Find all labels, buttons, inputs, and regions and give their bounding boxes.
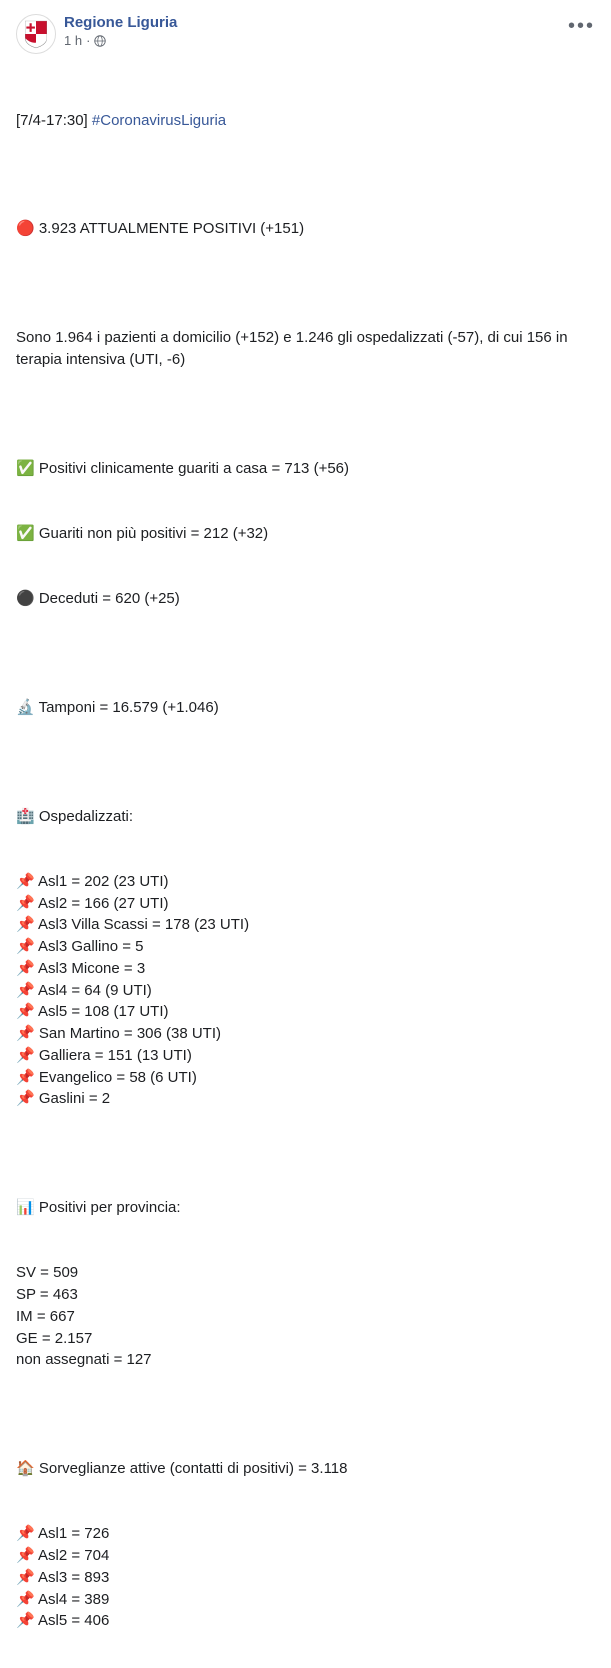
hospitalized-item: 📌 Gaslini = 2 — [16, 1088, 595, 1110]
timestamp-tag: [7/4-17:30] — [16, 112, 92, 129]
province-list: SV = 509SP = 463IM = 667GE = 2.157non as… — [16, 1262, 595, 1371]
hospitalized-item: 📌 Asl3 Micone = 3 — [16, 958, 595, 980]
liguria-shield-icon — [23, 19, 49, 49]
post-time[interactable]: 1 h — [64, 32, 82, 51]
surveillance-header: 🏠 Sorveglianze attive (contatti di posit… — [16, 1458, 595, 1480]
post-body: [7/4-17:30] #CoronavirusLiguria 🔴 3.923 … — [16, 66, 595, 1654]
hospitalized-item: 📌 San Martino = 306 (38 UTI) — [16, 1023, 595, 1045]
hospitalized-item: 📌 Asl2 = 166 (27 UTI) — [16, 893, 595, 915]
province-header: 📊 Positivi per provincia: — [16, 1197, 595, 1219]
recovered-home-line: ✅ Positivi clinicamente guariti a casa =… — [16, 458, 595, 480]
hospitalized-item: 📌 Galliera = 151 (13 UTI) — [16, 1045, 595, 1067]
globe-icon — [94, 35, 106, 47]
province-item: GE = 2.157 — [16, 1328, 595, 1350]
surveillance-list: 📌 Asl1 = 726📌 Asl2 = 704📌 Asl3 = 893📌 As… — [16, 1523, 595, 1632]
province-item: SV = 509 — [16, 1262, 595, 1284]
province-item: SP = 463 — [16, 1284, 595, 1306]
post-meta: 1 h · — [64, 32, 568, 51]
recovered-neg-line: ✅ Guariti non più positivi = 212 (+32) — [16, 523, 595, 545]
hospitalized-item: 📌 Asl5 = 108 (17 UTI) — [16, 1001, 595, 1023]
more-options-button[interactable]: ••• — [568, 14, 595, 36]
meta-separator: · — [86, 32, 90, 51]
page-name-link[interactable]: Regione Liguria — [64, 14, 568, 32]
page-avatar[interactable] — [16, 14, 56, 54]
patients-line: Sono 1.964 i pazienti a domicilio (+152)… — [16, 327, 595, 371]
post-header: Regione Liguria 1 h · ••• — [16, 14, 595, 54]
surveillance-item: 📌 Asl5 = 406 — [16, 1610, 595, 1632]
swabs-line: 🔬 Tamponi = 16.579 (+1.046) — [16, 697, 595, 719]
surveillance-item: 📌 Asl2 = 704 — [16, 1545, 595, 1567]
hospitalized-item: 📌 Asl3 Gallino = 5 — [16, 936, 595, 958]
hashtag-link[interactable]: #CoronavirusLiguria — [92, 112, 226, 129]
hospitalized-item: 📌 Asl1 = 202 (23 UTI) — [16, 871, 595, 893]
hospitalized-item: 📌 Evangelico = 58 (6 UTI) — [16, 1067, 595, 1089]
hospitalized-header: 🏥 Ospedalizzati: — [16, 806, 595, 828]
province-item: IM = 667 — [16, 1306, 595, 1328]
hospitalized-list: 📌 Asl1 = 202 (23 UTI)📌 Asl2 = 166 (27 UT… — [16, 871, 595, 1110]
hospitalized-item: 📌 Asl3 Villa Scassi = 178 (23 UTI) — [16, 914, 595, 936]
deceased-line: ⚫ Deceduti = 620 (+25) — [16, 588, 595, 610]
intro-line: [7/4-17:30] #CoronavirusLiguria — [16, 110, 595, 132]
province-item: non assegnati = 127 — [16, 1349, 595, 1371]
hospitalized-item: 📌 Asl4 = 64 (9 UTI) — [16, 980, 595, 1002]
header-text: Regione Liguria 1 h · — [64, 14, 568, 51]
surveillance-item: 📌 Asl1 = 726 — [16, 1523, 595, 1545]
surveillance-item: 📌 Asl3 = 893 — [16, 1567, 595, 1589]
surveillance-item: 📌 Asl4 = 389 — [16, 1589, 595, 1611]
positive-line: 🔴 3.923 ATTUALMENTE POSITIVI (+151) — [16, 218, 595, 240]
